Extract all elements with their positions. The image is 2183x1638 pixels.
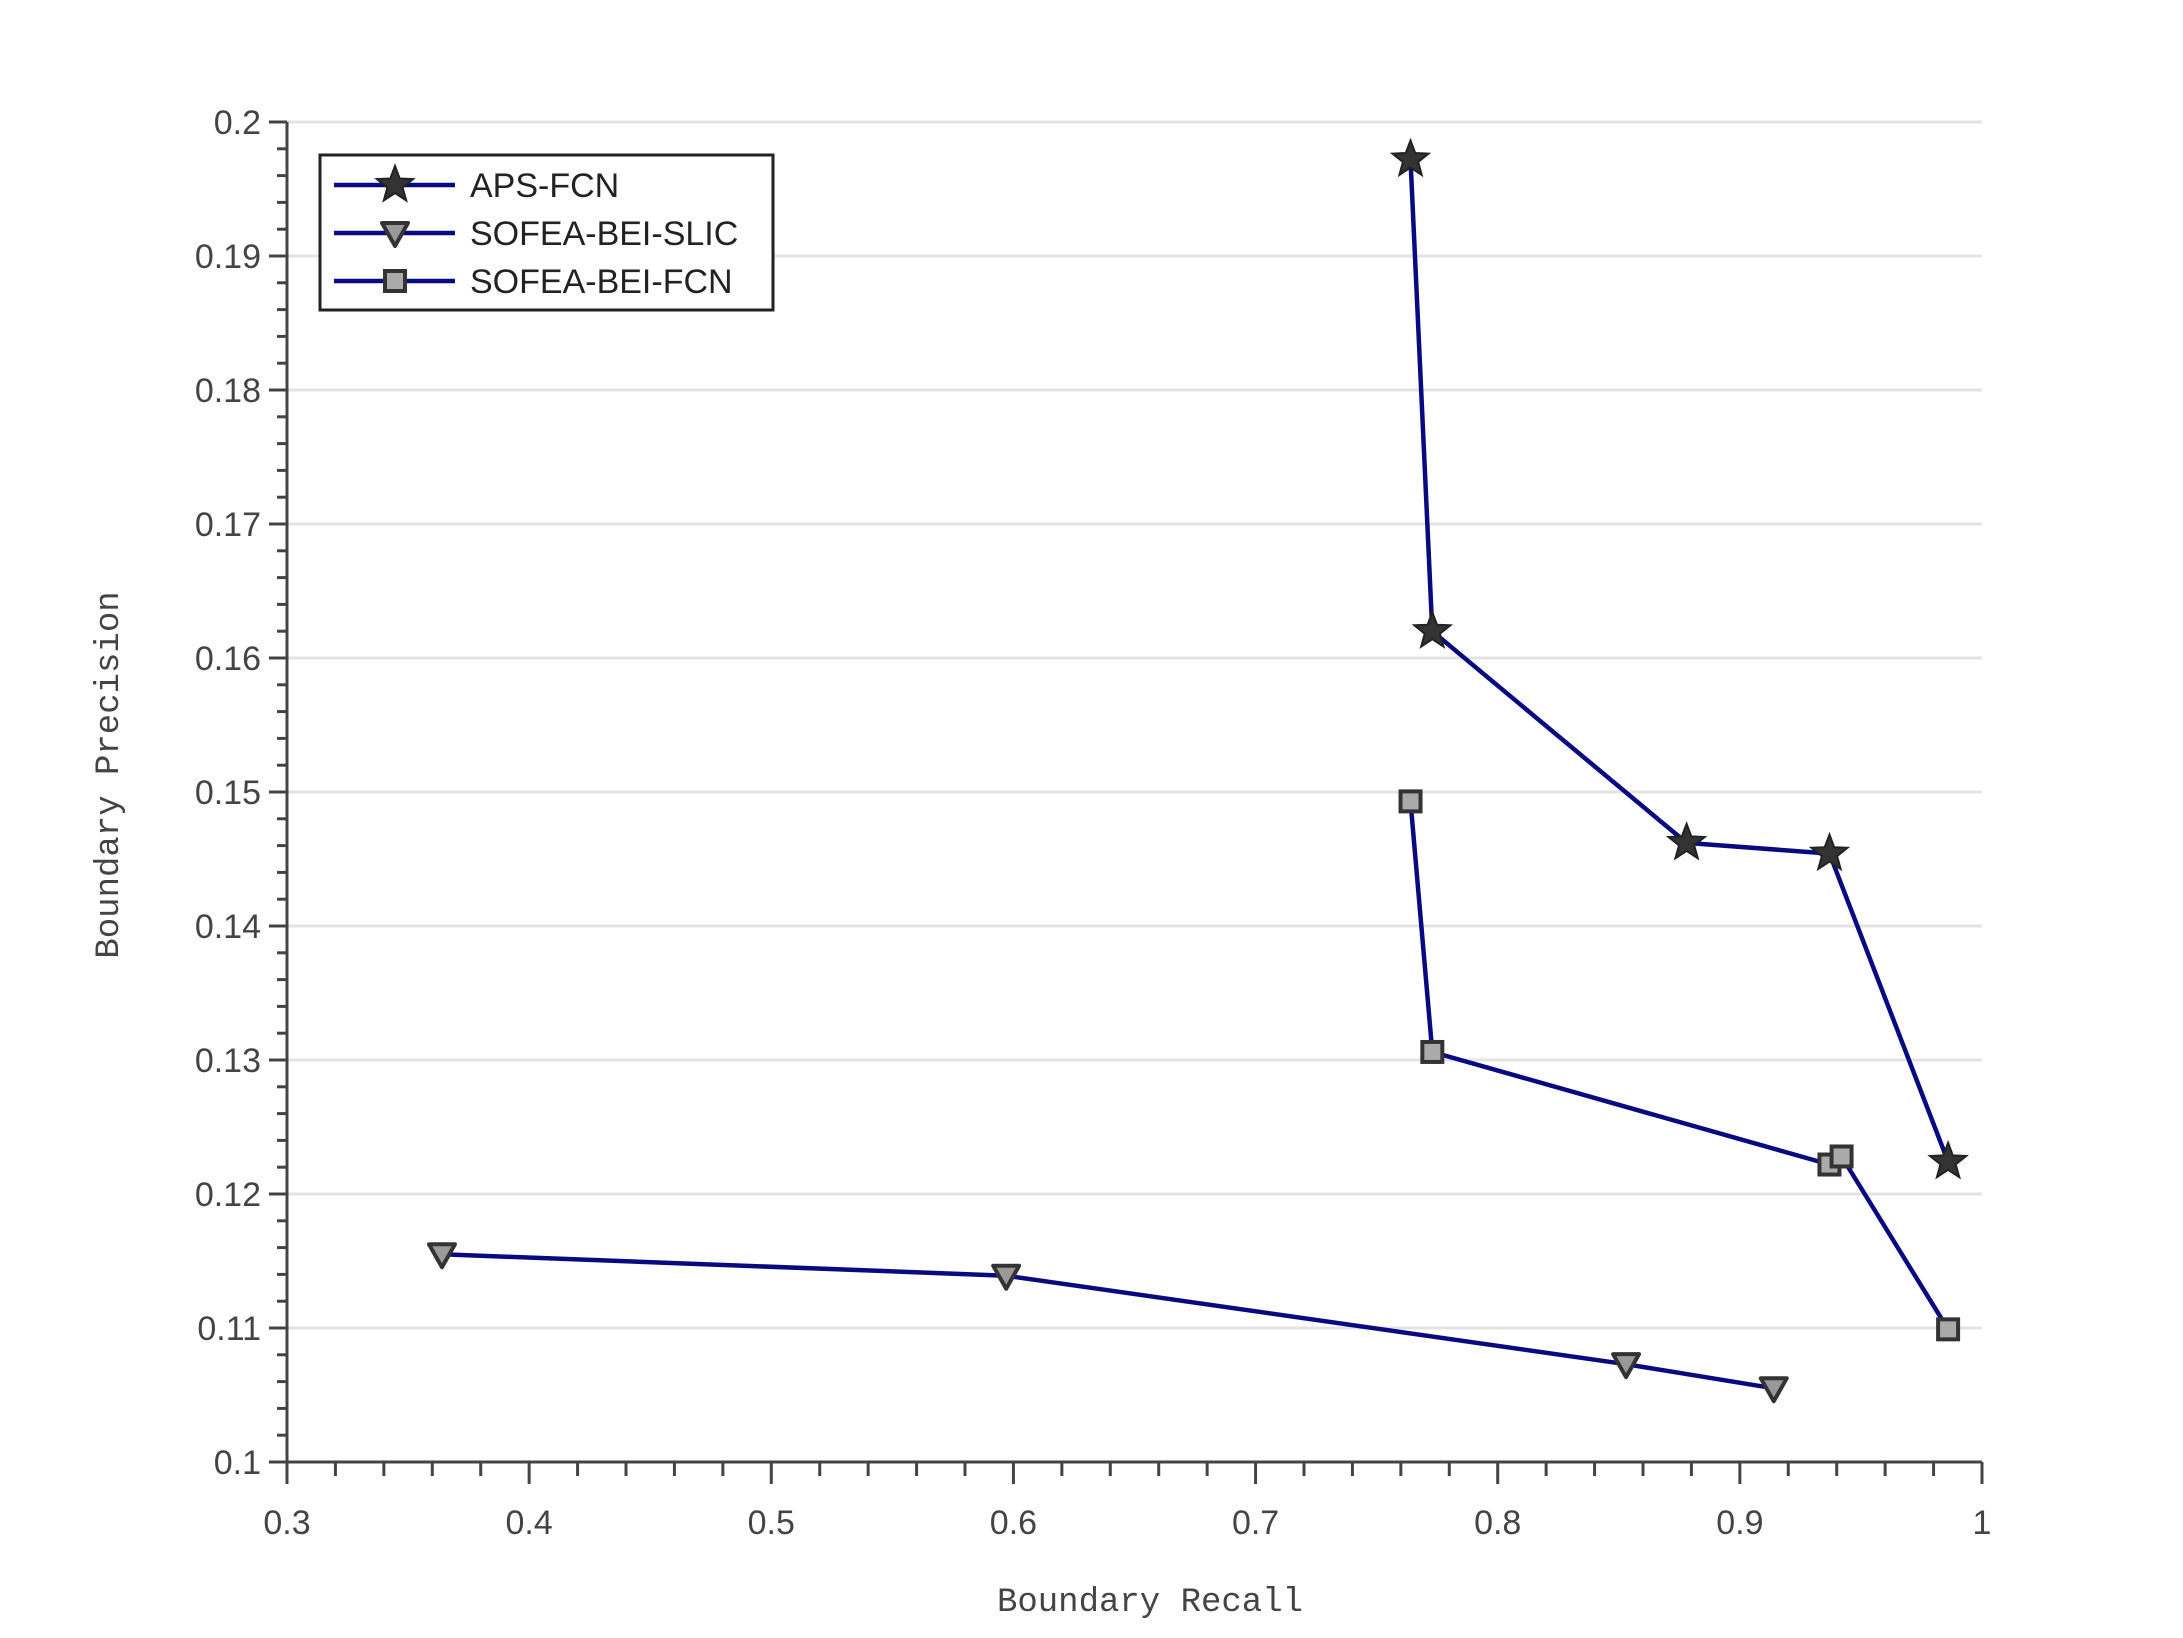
x-tick-label: 0.4	[506, 1504, 553, 1542]
legend-item: APS-FCN	[334, 163, 619, 205]
triangle-down-marker	[991, 1263, 1022, 1291]
series-line	[441, 1252, 1775, 1391]
y-tick-label: 0.16	[195, 640, 261, 678]
series-line	[1408, 159, 1951, 1163]
legend-item: SOFEA-BEI-FCN	[334, 263, 733, 301]
star-marker	[1389, 137, 1432, 178]
x-tick-label: 0.9	[1716, 1504, 1763, 1542]
square-marker	[1398, 789, 1423, 814]
axes: 0.1 0.11 0.12 0.13 0.14 0.15 0.16 0.17 0.18 0.19 0…	[195, 104, 1992, 1542]
series-line	[1408, 801, 1951, 1331]
y-tick-label: 0.18	[195, 372, 261, 410]
y-tick-label: 0.17	[195, 506, 261, 544]
x-axis-title: Boundary Recall	[997, 1584, 1303, 1622]
x-tick-label: 0.5	[748, 1504, 795, 1542]
y-tick-label: 0.1	[214, 1444, 261, 1482]
square-marker	[1829, 1144, 1854, 1169]
series-layer	[426, 137, 1969, 1404]
legend-triangle-down-marker	[380, 221, 410, 248]
legend-item: SOFEA-BEI-SLIC	[334, 215, 738, 253]
legend-square-marker	[383, 269, 407, 293]
triangle-down-marker	[1611, 1352, 1642, 1380]
star-marker	[1927, 1139, 1969, 1180]
x-tick-label: 0.3	[263, 1504, 310, 1542]
legend-label: SOFEA-BEI-SLIC	[470, 215, 738, 253]
x-tick-label: 0.6	[990, 1504, 1037, 1542]
legend-label: SOFEA-BEI-FCN	[470, 263, 733, 301]
y-tick-label: 0.11	[197, 1310, 261, 1348]
x-tick-label: 0.7	[1232, 1504, 1279, 1542]
series-3	[1398, 789, 1961, 1342]
triangle-down-marker	[426, 1242, 457, 1270]
y-tick-label: 0.13	[195, 1042, 261, 1080]
star-marker	[1411, 609, 1454, 649]
x-tick-label: 0.8	[1474, 1504, 1521, 1542]
series-2	[426, 1242, 1789, 1404]
y-tick-label: 0.14	[195, 908, 261, 946]
square-marker	[1420, 1039, 1445, 1064]
star-marker	[1665, 821, 1708, 861]
y-tick-label: 0.2	[214, 104, 261, 142]
legend-star-marker	[374, 163, 416, 203]
star-marker	[1808, 831, 1851, 872]
grid-lines	[287, 120, 1982, 1330]
square-marker	[1936, 1317, 1961, 1342]
y-axis-title: Boundary Precision	[91, 591, 129, 958]
series-1	[1389, 137, 1969, 1180]
y-tick-label: 0.12	[195, 1176, 261, 1214]
legend-label: APS-FCN	[470, 167, 619, 205]
x-tick-label: 1	[1973, 1504, 1992, 1542]
y-tick-label: 0.15	[195, 774, 261, 812]
legend: APS-FCN SOFEA-BEI-SLIC SOFEA-BEI-FCN	[318, 153, 775, 312]
triangle-down-marker	[1758, 1376, 1789, 1404]
y-tick-label: 0.19	[195, 238, 261, 276]
